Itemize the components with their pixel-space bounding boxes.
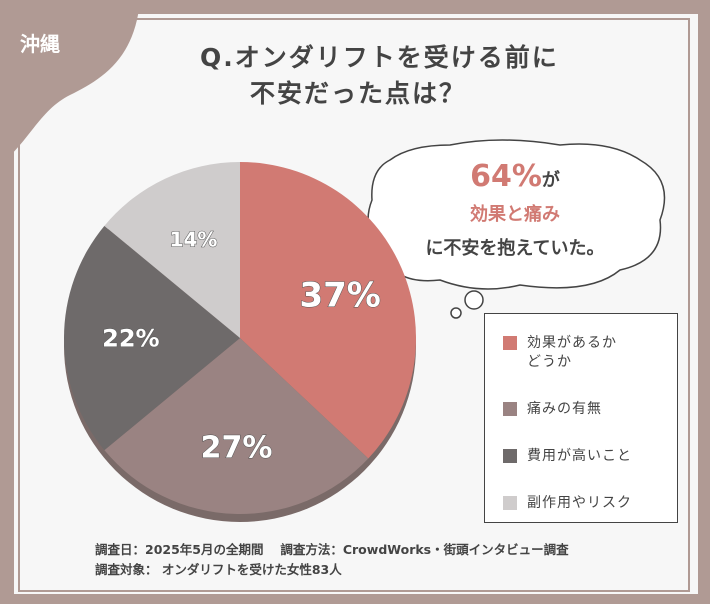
legend-label: 副作用やリスク	[527, 495, 632, 511]
footer: 調査日：2025年5月の全期間 調査方法：CrowdWorks・街頭インタビュー…	[95, 540, 569, 580]
callout-ga: が	[541, 170, 560, 191]
region-label: 沖縄	[20, 32, 60, 56]
title-line2: 不安だった点は？	[250, 79, 467, 108]
callout-rest: に不安を抱えていた。	[425, 238, 605, 259]
pie-slice	[104, 338, 369, 514]
bubble-dot	[464, 290, 484, 310]
bubble-dot	[450, 307, 462, 319]
frame-border	[18, 18, 690, 592]
legend-swatch	[503, 336, 517, 350]
pie-slice	[104, 162, 240, 338]
legend-swatch	[503, 496, 517, 510]
legend: 効果があるか どうか 痛みの有無 費用が高いこと 副作用やリスク	[484, 313, 678, 523]
legend-label: 痛みの有無	[527, 401, 602, 417]
legend-item: 費用が高いこと	[503, 447, 677, 466]
pie-slice	[64, 225, 240, 451]
legend-label: 効果があるか	[527, 335, 617, 351]
region-corner-shape	[0, 0, 140, 165]
pie-data-label: 27%	[201, 431, 273, 466]
callout-pct: 64%	[470, 159, 542, 194]
callout-highlight: 効果と痛み	[470, 204, 560, 225]
legend-item: 痛みの有無	[503, 400, 677, 419]
callout: 64%が 効果と痛み に不安を抱えていた。	[370, 160, 660, 266]
pie-data-label: 37%	[299, 276, 380, 316]
footer-line2: 調査対象： オンダリフトを受けた女性83人	[95, 562, 342, 577]
legend-swatch	[503, 402, 517, 416]
title-line1: Q.オンダリフトを受ける前に	[200, 43, 559, 72]
footer-line1: 調査日：2025年5月の全期間 調査方法：CrowdWorks・街頭インタビュー…	[95, 542, 569, 557]
legend-item: 副作用やリスク	[503, 494, 677, 513]
page-title: Q.オンダリフトを受ける前に不安だった点は？	[200, 40, 559, 112]
pie-data-label: 14%	[170, 227, 218, 251]
pie-slice	[240, 162, 417, 459]
legend-swatch	[503, 449, 517, 463]
legend-label: どうか	[527, 354, 572, 370]
pie-data-label: 22%	[102, 324, 159, 352]
legend-label: 費用が高いこと	[527, 448, 632, 464]
legend-item: 効果があるか どうか	[503, 334, 677, 372]
